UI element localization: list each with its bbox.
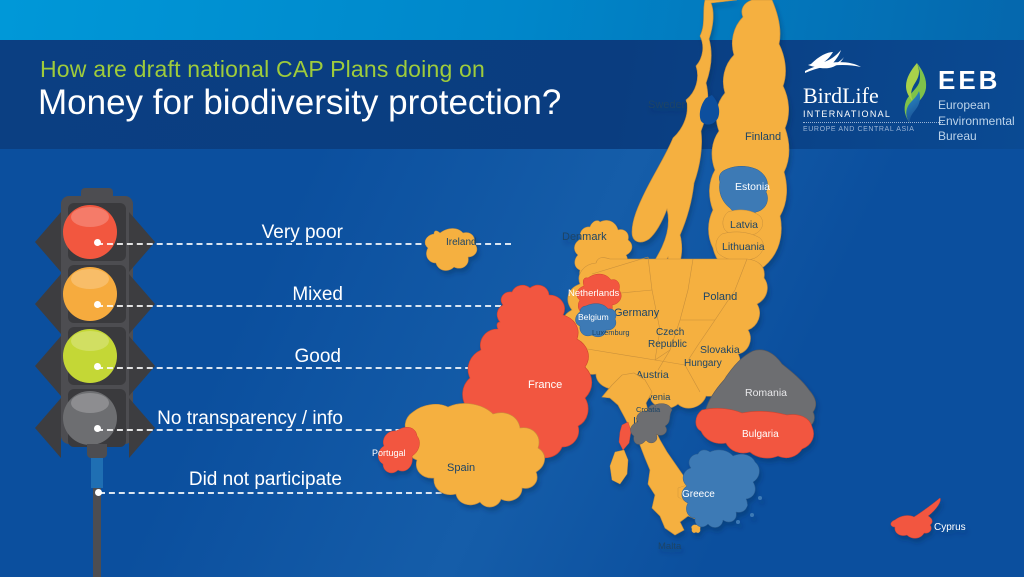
svg-text:Hungary: Hungary [684, 358, 722, 369]
svg-text:Romania: Romania [745, 387, 787, 399]
svg-text:Poland: Poland [703, 291, 737, 303]
svg-text:Latvia: Latvia [730, 219, 758, 231]
svg-text:Estonia: Estonia [735, 181, 770, 193]
svg-text:Sweden: Sweden [648, 99, 688, 111]
svg-text:Portugal: Portugal [372, 448, 406, 458]
svg-text:Denmark: Denmark [562, 231, 607, 243]
svg-text:Finland: Finland [745, 131, 781, 143]
svg-text:Malta: Malta [658, 541, 682, 552]
svg-text:Belgium: Belgium [578, 312, 609, 322]
svg-text:Luxemburg: Luxemburg [592, 328, 630, 337]
svg-text:Republic: Republic [648, 339, 687, 350]
svg-text:Greece: Greece [682, 489, 715, 500]
svg-text:Slovakia: Slovakia [700, 344, 740, 356]
svg-text:Bulgaria: Bulgaria [742, 429, 779, 440]
svg-text:Ireland: Ireland [446, 237, 477, 248]
svg-text:Germany: Germany [614, 307, 660, 319]
svg-text:Cyprus: Cyprus [934, 522, 966, 533]
svg-text:Spain: Spain [447, 462, 475, 474]
svg-text:Croatia: Croatia [636, 405, 661, 414]
svg-text:Lithuania: Lithuania [722, 241, 765, 253]
svg-text:Czech: Czech [656, 327, 684, 338]
svg-text:Netherlands: Netherlands [568, 288, 619, 299]
svg-text:France: France [528, 379, 562, 391]
